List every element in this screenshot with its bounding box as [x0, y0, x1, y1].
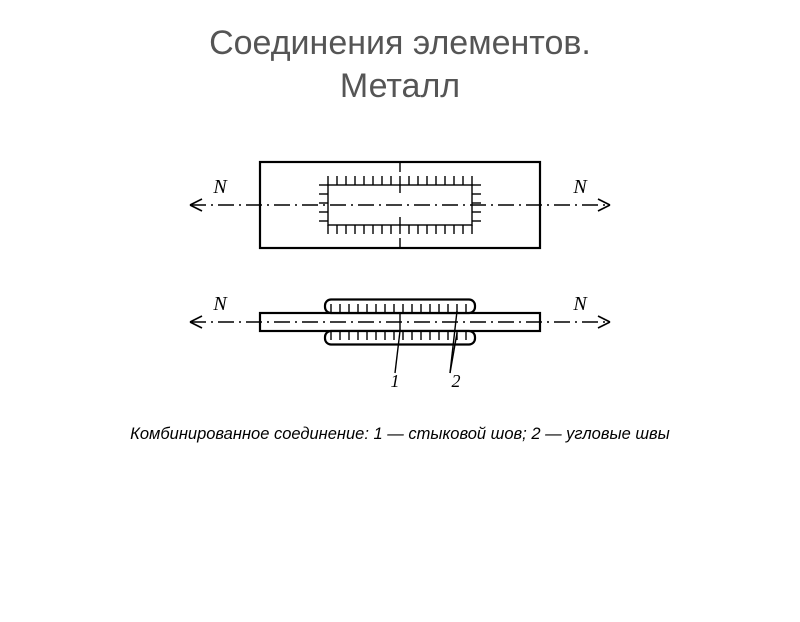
svg-text:1: 1: [391, 371, 400, 391]
page-title: Соединения элементов. Металл: [0, 22, 800, 107]
diagram-container: N N N N 1 2: [0, 147, 800, 407]
svg-text:2: 2: [452, 371, 461, 391]
caption: Комбинированное соединение: 1 — стыковой…: [0, 425, 800, 444]
svg-text:N: N: [572, 176, 588, 198]
svg-text:N: N: [572, 293, 588, 315]
title-line-2: Металл: [340, 67, 460, 105]
svg-text:N: N: [212, 293, 228, 315]
diagram-svg: N N N N 1 2: [120, 147, 680, 407]
svg-text:N: N: [212, 176, 228, 198]
title-line-1: Соединения элементов.: [209, 24, 591, 62]
